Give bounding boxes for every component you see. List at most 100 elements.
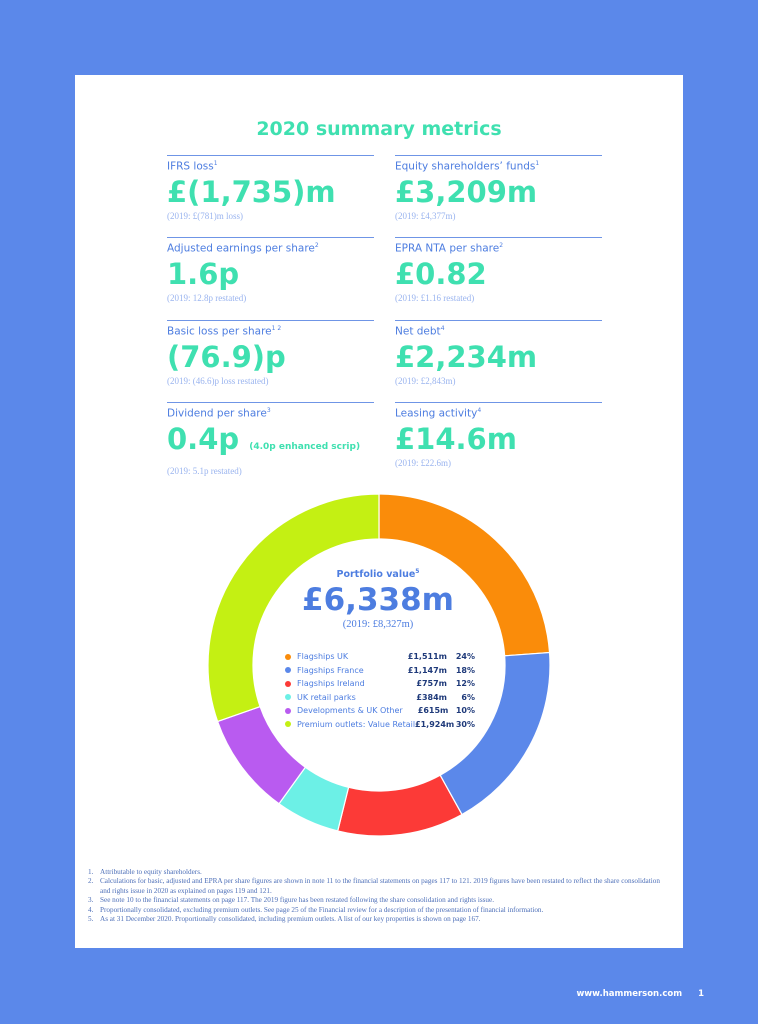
metric-value: (76.9)p [167, 339, 286, 374]
page-footer: www.hammerson.com 1 [560, 989, 704, 999]
legend-swatch [285, 653, 291, 660]
metric-label: Basic loss per share [167, 325, 272, 338]
footnote: 3. See note 10 to the financial statement… [88, 896, 668, 905]
legend-item: UK retail parks £384m 6% [285, 691, 475, 705]
metric-net-debt: Net debt4 £2,234m (2019: £2,843m) [395, 320, 602, 386]
page-title: 2020 summary metrics [256, 118, 502, 140]
donut-slice-premium-outlets-value-retail [207, 493, 380, 723]
legend-percent: 24% [455, 652, 475, 662]
metric-equity-funds: Equity shareholders’ funds1 £3,209m (201… [395, 155, 602, 221]
legend-amount: £1,511m [407, 652, 447, 662]
metric-note: (4.0p enhanced scrip) [249, 441, 361, 452]
footnote-ref: 2 [499, 242, 504, 249]
legend-amount: £757m [416, 679, 447, 689]
footnotes: 1. Attributable to equity shareholders. 2.… [88, 868, 668, 924]
legend-item: Developments & UK Other £615m 10% [285, 704, 475, 718]
legend-item: Premium outlets: Value Retail £1,924m 30% [285, 718, 475, 732]
metric-adjusted-eps: Adjusted earnings per share2 1.6p (2019:… [167, 237, 374, 303]
metric-leasing: Leasing activity4 £14.6m (2019: £22.6m) [395, 402, 602, 468]
legend-amount: £615m [417, 706, 449, 716]
legend-item: Flagships UK £1,511m 24% [285, 650, 475, 664]
metric-ifrs-loss: IFRS loss1 £(1,735)m (2019: £(781)m loss… [167, 155, 374, 221]
legend-swatch [285, 667, 291, 674]
legend-label: Flagships Ireland [297, 679, 365, 689]
divider [395, 320, 602, 321]
divider [167, 155, 374, 156]
footnote: 4. Proportionally consolidated, excluding… [88, 906, 668, 915]
footnote-text: Calculations for basic, adjusted and EPR… [100, 877, 660, 895]
metric-value: £3,209m [395, 174, 538, 209]
footnote: 5. As at 31 December 2020. Proportionally… [88, 915, 668, 924]
divider [395, 155, 602, 156]
footnote-ref: 3 [266, 407, 271, 414]
legend-percent: 12% [455, 679, 475, 689]
metric-value: £(1,735)m [167, 174, 336, 209]
metric-prior: (2019: £2,843m) [395, 375, 456, 386]
metric-value: £0.82 [395, 256, 487, 291]
divider [167, 237, 374, 238]
divider [167, 320, 374, 321]
legend-label: Premium outlets: Value Retail [297, 719, 416, 729]
divider [167, 402, 374, 403]
footnote-text: Proportionally consolidated, excluding p… [100, 905, 544, 914]
legend-amount: £1,147m [407, 665, 447, 675]
metric-label: Leasing activity [395, 407, 478, 420]
portfolio-label: Portfolio value [336, 569, 416, 581]
divider [395, 402, 602, 403]
footnote-ref: 1 [535, 160, 540, 167]
legend-swatch [285, 707, 291, 714]
metric-prior: (2019: 12.8p restated) [167, 292, 247, 303]
metric-value: 1.6p [167, 256, 240, 291]
footnote-ref: 1 2 [271, 325, 282, 332]
legend-label: Flagships UK [297, 652, 349, 662]
website-url: www.hammerson.com [576, 989, 683, 999]
footnote-number: 1. [88, 868, 94, 876]
metric-value: £2,234m [395, 339, 538, 374]
metric-label: Adjusted earnings per share [167, 242, 315, 255]
footnote-ref: 4 [477, 407, 482, 414]
legend-percent: 6% [461, 692, 475, 702]
legend-swatch [285, 680, 291, 687]
footnote-ref: 5 [415, 568, 420, 575]
legend-percent: 30% [455, 719, 475, 729]
metric-value: £14.6m [395, 421, 517, 456]
metric-prior: (2019: £4,377m) [395, 210, 456, 221]
metric-epra-nta: EPRA NTA per share2 £0.82 (2019: £1.16 r… [395, 237, 602, 303]
footnote-number: 4. [88, 905, 94, 914]
footnote-number: 3. [88, 896, 94, 905]
footnote-text: Attributable to equity shareholders. [100, 868, 202, 876]
metric-dividend: Dividend per share3 0.4p (4.0p enhanced … [167, 402, 374, 476]
metric-prior: (2019: £22.6m) [395, 457, 451, 468]
legend-label: Developments & UK Other [297, 706, 403, 716]
legend-percent: 18% [455, 665, 475, 675]
legend-amount: £384m [416, 692, 447, 702]
portfolio-summary: Portfolio value5 £6,338m (2019: £8,327m) [262, 568, 494, 630]
metric-value: 0.4p [167, 421, 240, 456]
metric-label: IFRS loss [167, 160, 214, 173]
footnote-ref: 4 [440, 325, 445, 332]
portfolio-value: £6,338m [302, 582, 454, 619]
portfolio-donut-chart [207, 493, 551, 837]
metric-label: Equity shareholders’ funds [395, 160, 536, 173]
footnote-ref: 1 [213, 160, 218, 167]
legend-item: Flagships Ireland £757m 12% [285, 677, 475, 691]
legend-swatch [285, 694, 291, 701]
legend-amount: £1,924m [415, 719, 455, 729]
metric-prior: (2019: £(781)m loss) [167, 210, 243, 221]
metric-label: EPRA NTA per share [395, 242, 500, 255]
portfolio-prior: (2019: £8,327m) [342, 619, 414, 631]
footnote: 2. Calculations for basic, adjusted and E… [88, 877, 668, 896]
legend-percent: 10% [455, 706, 475, 716]
footnote-number: 2. [88, 877, 94, 886]
footnote: 1. Attributable to equity shareholders. [88, 868, 668, 877]
chart-legend: Flagships UK £1,511m 24% Flagships France £1… [285, 650, 475, 731]
metric-prior: (2019: £1.16 restated) [395, 292, 475, 303]
metric-prior: (2019: (46.6)p loss restated) [167, 375, 269, 386]
legend-label: UK retail parks [297, 692, 356, 702]
metric-prior: (2019: 5.1p restated) [167, 465, 242, 476]
metric-basic-loss: Basic loss per share1 2 (76.9)p (2019: (… [167, 320, 374, 386]
footnote-ref: 2 [314, 242, 319, 249]
footnote-number: 5. [88, 915, 94, 924]
footnote-text: See note 10 to the financial statements … [100, 896, 495, 905]
page-number: 1 [698, 989, 704, 999]
